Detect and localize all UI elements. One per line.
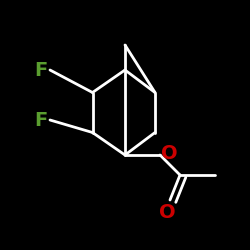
Text: F: F <box>34 60 48 80</box>
Text: O: O <box>159 202 176 222</box>
Text: F: F <box>34 110 48 130</box>
Text: O: O <box>161 144 178 163</box>
